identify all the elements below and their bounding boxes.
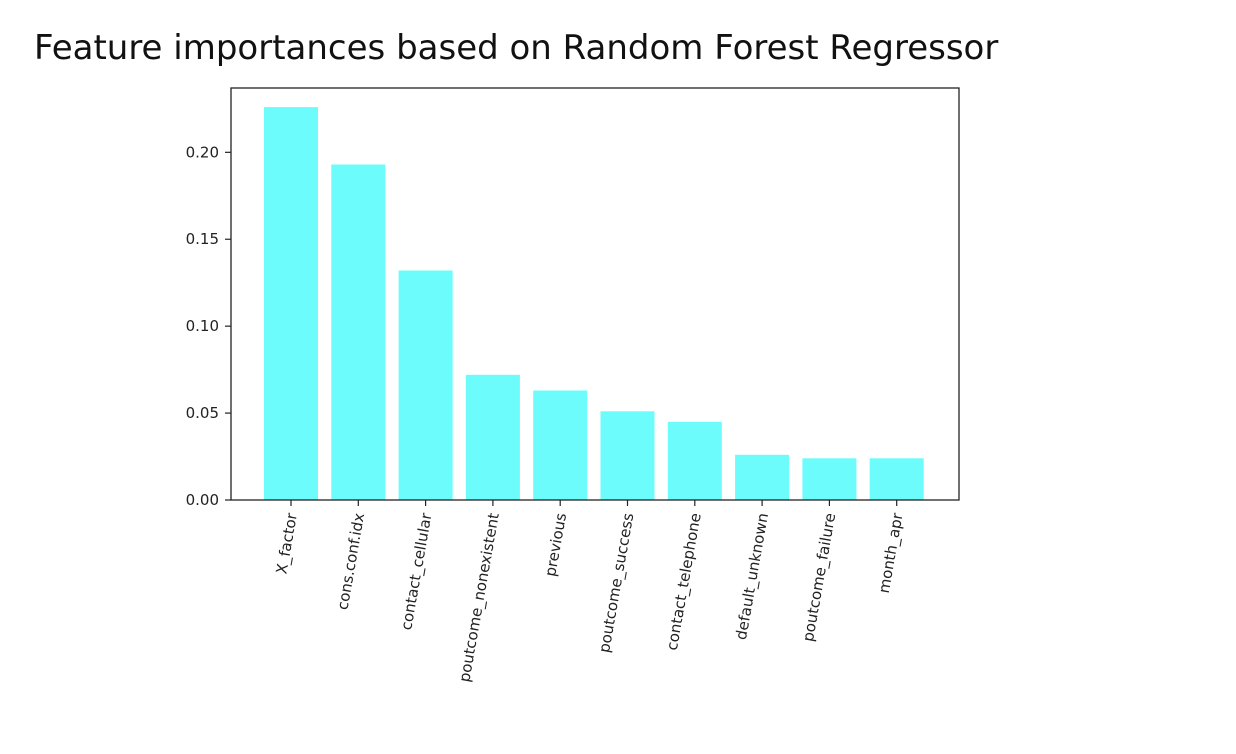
x-tick-label: contact_telephone: [663, 512, 706, 652]
chart-title: Feature importances based on Random Fore…: [34, 28, 999, 68]
y-tick-label: 0.05: [186, 404, 219, 422]
bar-poutcome_success: [600, 411, 655, 500]
bar-previous: [533, 390, 588, 500]
y-tick-label: 0.00: [186, 491, 219, 509]
bars-group: [264, 107, 924, 500]
bar-contact_cellular: [398, 270, 453, 500]
bar-month_apr: [869, 458, 924, 500]
y-axis: 0.00 0.05 0.10 0.15 0.20: [186, 143, 231, 509]
bar-cons.conf.idx: [331, 164, 386, 500]
y-tick-label: 0.10: [186, 317, 219, 335]
bar-default_unknown: [735, 454, 790, 500]
x-tick-label: default_unknown: [732, 512, 773, 642]
x-tick-label: poutcome_success: [595, 511, 638, 654]
x-axis: X_factor cons.conf.idx contact_cellular pou…: [272, 500, 908, 684]
bar-X_factor: [264, 107, 318, 500]
x-tick-label: X_factor: [272, 511, 302, 576]
x-tick-label: previous: [541, 511, 570, 577]
y-tick-label: 0.20: [186, 143, 219, 161]
x-tick-label: poutcome_nonexistent: [455, 511, 503, 683]
x-tick-label: cons.conf.idx: [334, 511, 369, 611]
bar-poutcome_failure: [802, 458, 857, 500]
x-tick-label: month_apr: [875, 511, 908, 595]
bar-contact_telephone: [667, 421, 722, 500]
y-tick-label: 0.15: [186, 230, 219, 248]
x-tick-label: contact_cellular: [397, 511, 436, 632]
plot-frame: [230, 87, 960, 501]
x-tick-label: poutcome_failure: [799, 512, 840, 644]
bar-poutcome_nonexistent: [465, 374, 520, 500]
